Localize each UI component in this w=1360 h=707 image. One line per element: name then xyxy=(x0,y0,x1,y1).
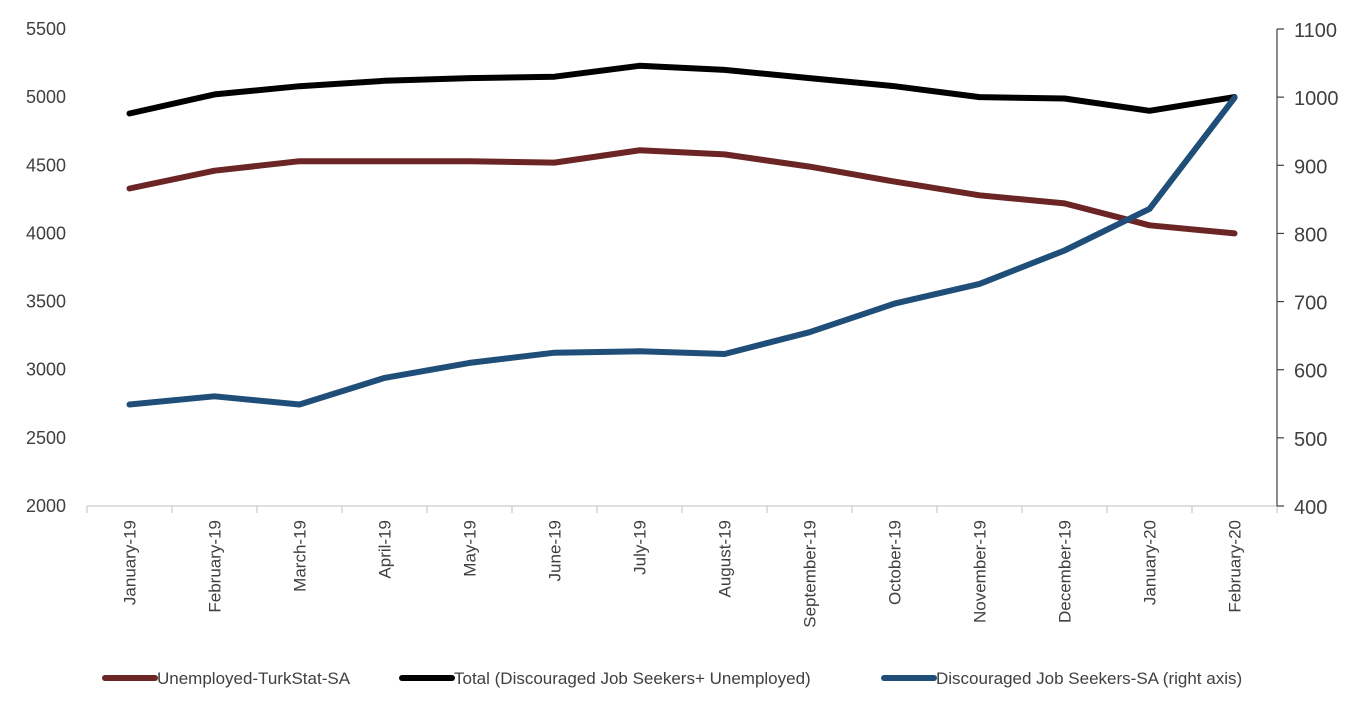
x-tick-label: September-19 xyxy=(801,520,820,628)
y-right-tick-label: 700 xyxy=(1294,293,1327,315)
series-line-2 xyxy=(126,62,1238,117)
x-tick-label: March-19 xyxy=(291,520,310,592)
y-right-tick-label: 1100 xyxy=(1294,20,1337,42)
y-left-tick-label: 3000 xyxy=(26,360,66,380)
legend: Unemployed-TurkStat-SA Total (Discouraged… xyxy=(102,669,1242,688)
x-tick-label: December-19 xyxy=(1056,520,1075,623)
y-right-tick-label: 400 xyxy=(1294,497,1327,519)
axes: January-19 February-19 March-19 April-19 May… xyxy=(26,19,1339,628)
y-right-tick-label: 900 xyxy=(1294,156,1327,178)
series-line-1 xyxy=(126,147,1238,237)
x-tick-label: June-19 xyxy=(546,520,565,581)
series-line-3 xyxy=(126,94,1238,408)
x-tick-label: May-19 xyxy=(461,520,480,577)
x-tick-label: July-19 xyxy=(631,520,650,575)
y-left-tick-label: 4000 xyxy=(26,223,66,243)
x-tick-label: January-19 xyxy=(121,520,140,605)
x-tick-label: October-19 xyxy=(886,520,905,605)
x-tick-label: April-19 xyxy=(376,520,395,579)
y-left-tick-label: 5000 xyxy=(26,87,66,107)
y-right-tick-label: 500 xyxy=(1294,429,1327,451)
x-tick-label: August-19 xyxy=(716,520,735,598)
x-tick-label: November-19 xyxy=(971,520,990,623)
y-left-tick-label: 5500 xyxy=(26,19,66,39)
y-left-tick-label: 2500 xyxy=(26,428,66,448)
y-right-tick-label: 800 xyxy=(1294,224,1327,246)
legend-label: Total (Discouraged Job Seekers+ Unemploy… xyxy=(454,669,811,688)
y-left-tick-label: 3500 xyxy=(26,292,66,312)
y-left-tick-label: 2000 xyxy=(26,496,66,516)
y-right-tick-label: 1000 xyxy=(1294,88,1339,110)
y-left-tick-label: 4500 xyxy=(26,155,66,175)
x-tick-label: February-19 xyxy=(206,520,225,613)
series-lines xyxy=(126,62,1238,408)
x-tick-label: February-20 xyxy=(1226,520,1245,613)
y-right-tick-label: 600 xyxy=(1294,361,1327,383)
legend-label: Discouraged Job Seekers-SA (right axis) xyxy=(936,669,1242,688)
x-tick-label: January-20 xyxy=(1141,520,1160,605)
legend-label: Unemployed-TurkStat-SA xyxy=(157,669,351,688)
